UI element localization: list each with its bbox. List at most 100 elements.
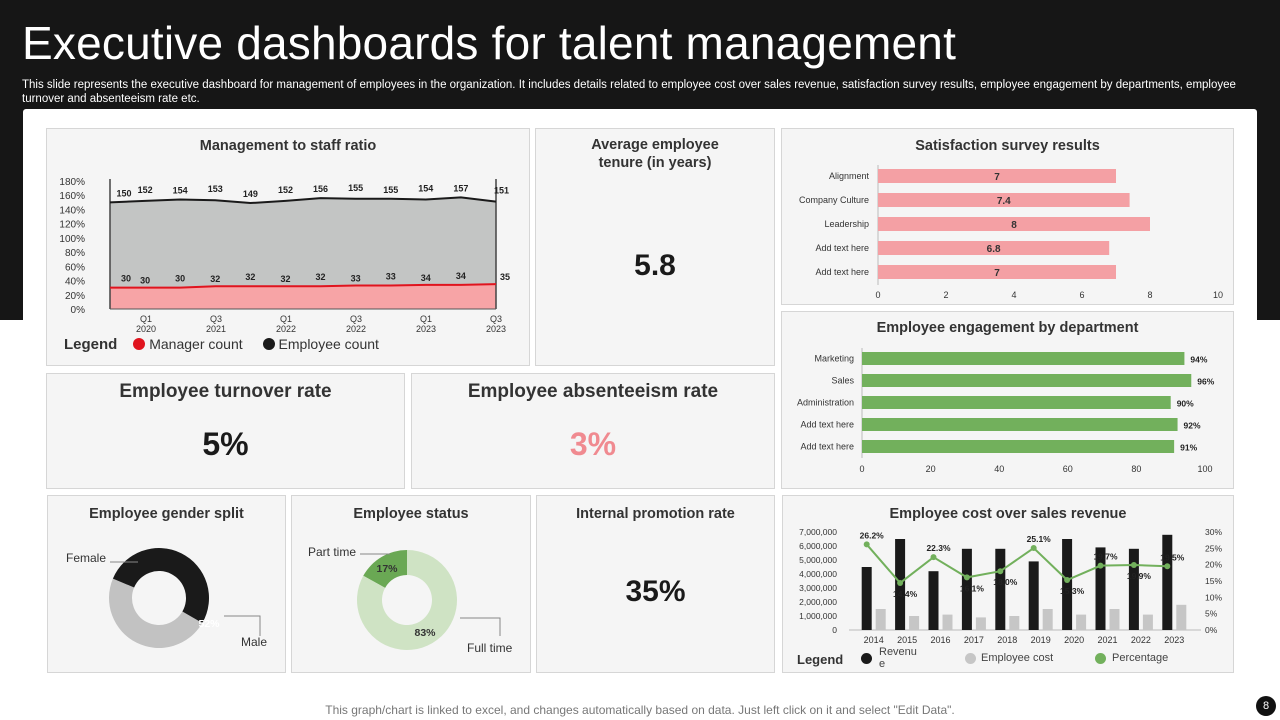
cost-y2-tick: 30%	[1205, 527, 1222, 537]
employee-count-swatch	[262, 338, 275, 350]
survey-value-label: 6.8	[987, 244, 1001, 255]
survey-value-label: 7.4	[997, 196, 1011, 207]
page-title: Executive dashboards for talent manageme…	[22, 17, 957, 69]
ratio-title: Management to staff ratio	[199, 138, 377, 154]
manager-count-label: 33	[386, 272, 396, 282]
manager-count-label: 30	[140, 276, 150, 286]
gender-slice-male	[112, 547, 210, 623]
percentage-point	[1164, 563, 1171, 570]
percentage-label: 15.3%	[1060, 586, 1085, 596]
cost-legend: Legend Revenu e Employee cost Percentage	[795, 646, 1225, 670]
survey-category-label: Company Culture	[799, 195, 869, 205]
percentage-point	[897, 579, 904, 586]
percentage-point	[997, 568, 1004, 575]
percentage-point	[1130, 561, 1137, 568]
ratio-y-tick: 40%	[65, 277, 85, 288]
ratio-y-tick: 60%	[65, 262, 85, 273]
ratio-y-tick: 160%	[59, 191, 85, 202]
survey-category-label: Add text here	[815, 267, 869, 277]
employee-cost-bar	[1176, 604, 1187, 630]
turnover-value: 5%	[202, 426, 249, 462]
ratio-x-tick-year: 2022	[346, 324, 366, 334]
employee-cost-bar	[942, 614, 953, 630]
survey-value-label: 7	[994, 268, 1000, 279]
revenue-bar	[961, 548, 972, 630]
manager-count-label: 32	[316, 272, 326, 282]
cost-x-tick: 2017	[964, 635, 984, 645]
ratio-x-tick-year: 2022	[276, 324, 296, 334]
cost-x-tick: 2022	[1131, 635, 1151, 645]
cost-y-tick: 6,000,000	[799, 541, 837, 551]
engagement-category-label: Marketing	[814, 354, 854, 364]
cost-y2-tick: 20%	[1205, 560, 1222, 570]
manager-count-line	[110, 283, 497, 289]
engagement-x-tick: 60	[1063, 464, 1073, 474]
revenue-label: Revenu e	[879, 646, 917, 670]
cost-x-tick: 2019	[1031, 635, 1051, 645]
manager-count-label: 34	[456, 271, 466, 281]
cost-x-tick: 2015	[897, 635, 917, 645]
cost-chart: 7,000,000 6,000,000 5,000,000 4,000,000 3,00…	[799, 527, 1222, 645]
employee-cost-bar	[1009, 616, 1020, 630]
absenteeism-value: 3%	[569, 426, 617, 462]
employee-count-line	[109, 196, 497, 205]
engagement-category-label: Sales	[831, 376, 854, 386]
cost-card: Employee cost over sales revenue 7,000,0…	[782, 495, 1234, 673]
ratio-legend-title: Legend	[64, 336, 118, 353]
tenure-title: Average employee tenure (in years)	[591, 137, 719, 171]
gender-title: Employee gender split	[89, 506, 244, 522]
ratio-y-tick: 180%	[59, 177, 85, 188]
absenteeism-title: Employee absenteeism rate	[467, 381, 719, 402]
engagement-bar	[862, 440, 1175, 453]
percentage-label: 19.7%	[1093, 552, 1118, 562]
employee-cost-bar	[1076, 614, 1087, 630]
percentage-label: 26.2%	[860, 530, 885, 540]
ratio-x-tick-year: 2023	[486, 324, 506, 334]
ratio-x-tick-quarter: Q1	[280, 314, 292, 324]
employee-count-label: 157	[453, 183, 468, 193]
revenue-bar	[928, 571, 939, 630]
survey-x-tick: 4	[1011, 290, 1016, 300]
dashboard-panel: Management to staff ratio 180% 160% 140% 12…	[23, 109, 1257, 687]
survey-bar	[878, 193, 1130, 207]
percentage-label: 19.9%	[1127, 571, 1152, 581]
cost-y-tick: 0	[832, 625, 837, 635]
employee-count-label: 156	[313, 184, 328, 194]
revenue-bar	[995, 548, 1006, 630]
manager-count-label: 30	[175, 274, 185, 284]
percentage-label: 14.4%	[893, 589, 918, 599]
absenteeism-card: Employee absenteeism rate 3%	[411, 373, 775, 489]
engagement-value-label: 96%	[1197, 377, 1214, 387]
survey-x-tick: 6	[1079, 290, 1084, 300]
engagement-bar	[862, 352, 1185, 365]
revenue-bar	[1028, 561, 1039, 630]
engagement-x-tick: 40	[994, 464, 1004, 474]
survey-category-label: Leadership	[824, 219, 869, 229]
employee-cost-bar	[975, 617, 986, 630]
revenue-bar	[1062, 539, 1073, 630]
header-corner-left	[0, 110, 24, 320]
status-slice-label: 17%	[376, 563, 398, 575]
footer-note: This graph/chart is linked to excel, and…	[325, 703, 955, 717]
engagement-title: Employee engagement by department	[876, 320, 1139, 336]
employee-count-label: 151	[494, 186, 509, 196]
cost-x-tick: 2016	[930, 635, 950, 645]
percentage-point	[1030, 545, 1037, 552]
survey-category-label: Alignment	[829, 171, 870, 181]
survey-value-label: 7	[994, 172, 1000, 183]
cost-y2-tick: 10%	[1205, 592, 1222, 602]
percentage-label: 22.3%	[926, 543, 951, 553]
revenue-bar	[1128, 548, 1139, 630]
survey-chart: Alignment 7 Company Culture 7.4 Leadership 8 A…	[799, 165, 1223, 300]
percentage-point	[1097, 562, 1104, 569]
engagement-value-label: 91%	[1180, 443, 1197, 453]
revenue-bar	[1162, 534, 1173, 630]
revenue-bar	[861, 567, 872, 630]
manager-count-label: 32	[280, 274, 290, 284]
manager-count-label: 33	[351, 274, 361, 284]
employee-count-label: 149	[243, 189, 258, 199]
full-time-leader-line	[460, 617, 501, 636]
ratio-x-tick-year: 2023	[416, 324, 436, 334]
employee-cost-bar	[1142, 614, 1153, 630]
